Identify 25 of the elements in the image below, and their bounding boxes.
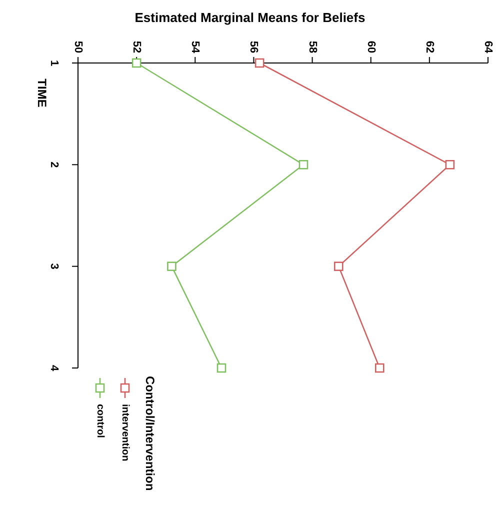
x-tick-label: 52: [130, 40, 143, 54]
point: [254, 58, 264, 68]
x-tick-label: 62: [423, 40, 436, 54]
y-tick-label: 1: [48, 60, 60, 66]
point: [216, 363, 226, 373]
x-tick-label: 50: [72, 40, 84, 54]
point: [167, 262, 176, 271]
chart-title: Estimated Marginal Means for Beliefs: [134, 10, 366, 25]
y-tick-label: 3: [48, 263, 60, 270]
x-tick-label: 58: [306, 40, 318, 54]
point: [334, 262, 344, 271]
x-tick-label: 54: [189, 40, 202, 54]
y-axis-title: TIME: [35, 78, 49, 108]
legend-title: Control/Intervention: [143, 376, 157, 491]
point: [298, 160, 308, 170]
y-tick-label: 4: [48, 364, 60, 372]
x-tick-label: 60: [364, 40, 377, 54]
y-tick-label: 2: [48, 162, 60, 168]
point: [374, 363, 384, 373]
x-tick-label: 56: [248, 40, 260, 54]
point: [445, 160, 455, 170]
legend-label: intervention: [120, 404, 130, 462]
x-tick-label: 64: [482, 40, 494, 54]
legend-label: control: [94, 404, 106, 438]
point: [132, 58, 142, 68]
